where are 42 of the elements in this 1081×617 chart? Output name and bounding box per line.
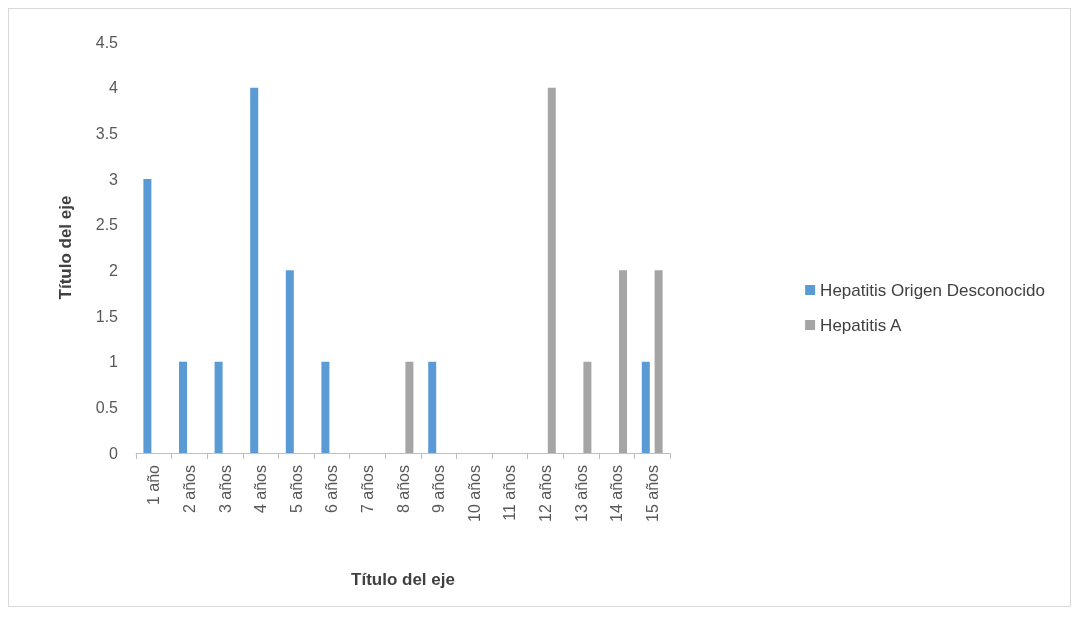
- y-tick-label: 0: [109, 444, 119, 462]
- x-tick-label: 5 años: [287, 465, 305, 514]
- bar: [583, 361, 592, 453]
- x-tick-label: 6 años: [323, 465, 341, 514]
- x-tick-label: 14 años: [608, 465, 626, 522]
- bar: [641, 361, 650, 453]
- x-tick-label: 8 años: [394, 465, 412, 514]
- bar: [654, 270, 663, 453]
- legend-label: Hepatitis A: [820, 315, 903, 335]
- x-tick-label: 7 años: [358, 465, 376, 514]
- x-tick-label: 1 año: [145, 464, 163, 506]
- y-tick-label: 1.5: [95, 307, 119, 325]
- x-tick-label: 12 años: [536, 465, 554, 522]
- bar: [214, 361, 223, 453]
- bar: [250, 87, 259, 453]
- y-tick-label: 4.5: [95, 33, 119, 51]
- y-tick-label: 3.5: [95, 124, 119, 142]
- x-tick-label: 15 años: [643, 465, 661, 522]
- legend-label: Hepatitis Origen Desconocido: [820, 280, 1046, 300]
- bar: [321, 361, 330, 453]
- y-tick-label: 1: [109, 353, 119, 371]
- y-tick-label: 0.5: [95, 398, 119, 416]
- x-tick-label: 10 años: [465, 465, 483, 522]
- bar: [405, 361, 414, 453]
- x-tick-label: 9 años: [430, 465, 448, 514]
- bar: [619, 270, 627, 453]
- bar: [547, 87, 556, 453]
- y-tick-label: 4: [109, 79, 119, 97]
- x-tick-label: 11 años: [501, 465, 519, 521]
- x-tick-label: 2 años: [180, 465, 198, 514]
- y-tick-label: 3: [109, 170, 119, 188]
- x-tick-label: 3 años: [216, 465, 234, 514]
- bar: [179, 361, 187, 453]
- bar: [143, 179, 152, 453]
- x-axis-title: Título del eje: [351, 570, 455, 589]
- y-tick-label: 2: [109, 261, 119, 279]
- y-tick-label: 2.5: [95, 216, 119, 234]
- x-tick-label: 4 años: [252, 465, 270, 514]
- bar: [285, 270, 294, 453]
- x-tick-label: 13 años: [572, 465, 590, 522]
- bar: [428, 361, 437, 453]
- y-axis-title: Título del eje: [56, 195, 75, 300]
